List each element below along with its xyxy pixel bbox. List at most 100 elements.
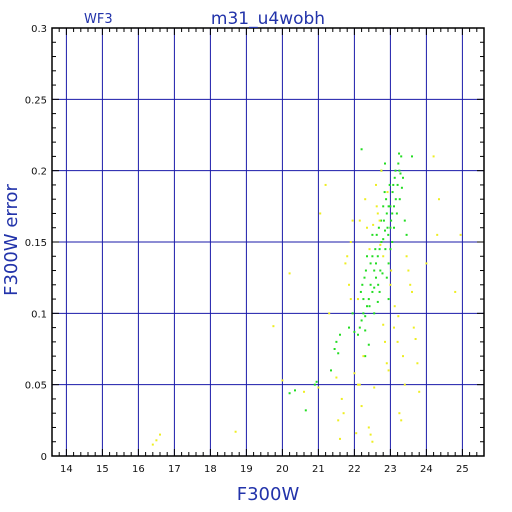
data-point: [358, 219, 361, 222]
data-point: [351, 219, 354, 222]
data-point: [342, 412, 345, 415]
y-tick-label: 0: [41, 452, 47, 463]
data-point: [394, 169, 397, 172]
data-points: [151, 148, 462, 446]
data-point: [339, 333, 341, 336]
data-point: [371, 440, 374, 443]
data-point: [397, 315, 400, 318]
data-point: [363, 276, 366, 279]
data-point: [371, 290, 374, 293]
data-point: [403, 219, 406, 222]
data-point: [387, 262, 390, 265]
data-point: [438, 198, 440, 201]
data-point: [355, 432, 358, 435]
data-point: [387, 298, 390, 301]
data-point: [349, 241, 352, 243]
data-point: [330, 369, 332, 372]
data-point: [385, 198, 388, 201]
data-point: [398, 152, 401, 155]
y-tick-label: 0.05: [25, 381, 47, 392]
chart-title: m31_u4wobh: [211, 9, 325, 29]
data-point: [411, 155, 413, 158]
data-point: [272, 325, 275, 328]
data-point: [395, 212, 398, 215]
data-point: [281, 379, 284, 382]
data-point: [288, 392, 291, 395]
data-point: [411, 290, 413, 293]
data-point: [349, 298, 352, 301]
x-tick-label: 16: [132, 464, 145, 475]
data-point: [375, 205, 378, 208]
data-point: [454, 290, 457, 293]
data-point: [359, 290, 362, 293]
y-tick-label: 0.15: [25, 238, 47, 249]
data-point: [391, 191, 394, 194]
data-point: [353, 330, 356, 333]
data-point: [387, 233, 390, 236]
y-tick-label: 0.2: [31, 167, 47, 178]
data-point: [379, 269, 382, 272]
data-point: [400, 155, 403, 158]
data-point: [294, 389, 296, 392]
data-point: [351, 312, 354, 315]
data-point: [324, 183, 327, 186]
data-point: [313, 383, 316, 386]
data-point: [234, 430, 237, 433]
data-point: [369, 283, 372, 286]
data-point: [337, 419, 340, 422]
data-point: [382, 205, 385, 208]
data-point: [385, 362, 388, 365]
data-point: [389, 205, 392, 208]
data-point: [371, 233, 374, 236]
data-point: [362, 312, 365, 315]
data-point: [393, 305, 396, 308]
data-point: [353, 372, 356, 375]
data-point: [364, 355, 367, 358]
x-tick-label: 21: [312, 464, 325, 475]
data-point: [377, 283, 380, 286]
data-point: [364, 198, 367, 201]
y-tick-label: 0.3: [31, 24, 47, 35]
data-point: [369, 433, 372, 436]
data-point: [317, 386, 320, 389]
data-point: [398, 412, 401, 415]
data-point: [357, 333, 359, 336]
x-tick-label: 24: [420, 464, 433, 475]
y-axis-label: F300W error: [1, 184, 22, 296]
data-point: [412, 326, 415, 329]
data-point: [364, 315, 367, 318]
data-point: [348, 283, 350, 286]
data-point: [384, 248, 387, 251]
data-point: [405, 233, 408, 236]
data-point: [367, 343, 370, 346]
data-point: [405, 255, 408, 258]
data-point: [390, 219, 393, 222]
data-point: [375, 276, 377, 279]
data-point: [407, 269, 410, 272]
data-point: [398, 169, 401, 172]
corner-label: WF3: [84, 12, 113, 27]
data-point: [386, 191, 389, 194]
data-point: [378, 290, 381, 293]
data-point: [378, 219, 381, 222]
data-point: [335, 376, 338, 379]
data-point: [357, 298, 359, 301]
data-point: [382, 323, 385, 326]
data-point: [400, 186, 403, 189]
data-point: [425, 262, 428, 265]
data-point: [394, 198, 397, 201]
data-point: [392, 183, 395, 186]
data-point: [436, 233, 439, 236]
data-point: [390, 269, 393, 272]
data-point: [376, 212, 379, 215]
x-tick-labels: 14 15 16 17 18 19 20 21 22 23 24 25: [60, 464, 469, 475]
data-point: [393, 326, 395, 329]
data-point: [380, 169, 383, 172]
data-point: [340, 397, 343, 400]
x-tick-label: 15: [96, 464, 109, 475]
data-point: [360, 405, 363, 408]
data-point: [409, 283, 412, 286]
data-point: [155, 439, 158, 442]
x-tick-label: 14: [60, 464, 73, 475]
